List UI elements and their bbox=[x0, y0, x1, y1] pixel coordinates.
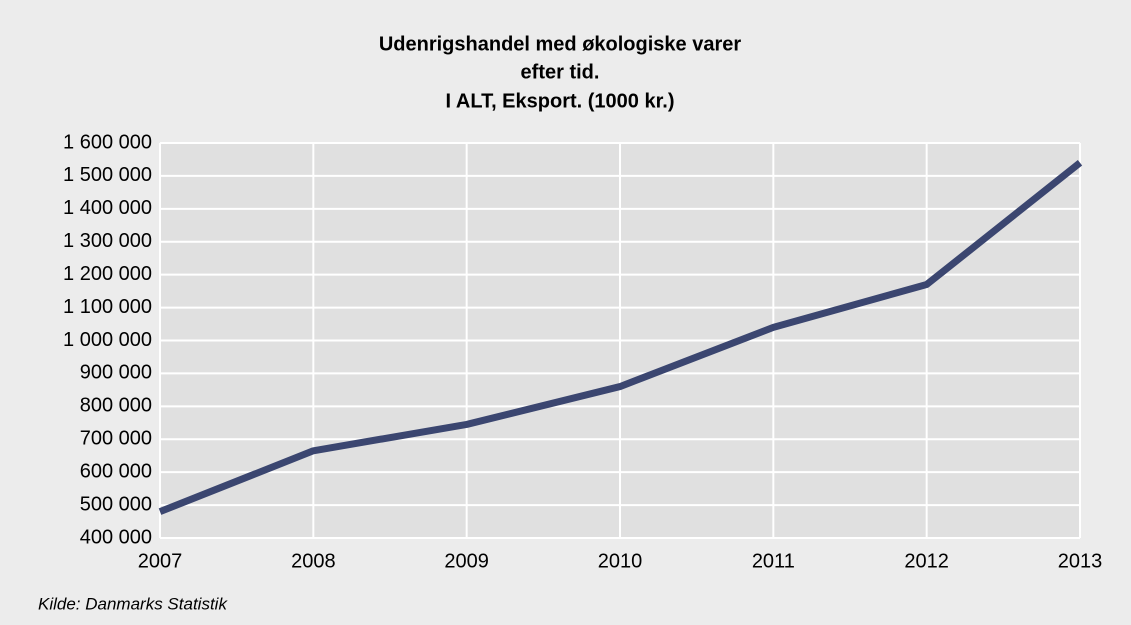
y-tick-label: 600 000 bbox=[80, 460, 152, 482]
chart-title: efter tid. bbox=[521, 61, 600, 83]
y-tick-label: 900 000 bbox=[80, 362, 152, 384]
y-tick-label: 1 500 000 bbox=[63, 164, 152, 186]
chart-title: Udenrigshandel med økologiske varer bbox=[379, 33, 742, 55]
x-tick-label: 2007 bbox=[138, 550, 183, 572]
data-line bbox=[158, 160, 1083, 515]
y-tick-label: 400 000 bbox=[80, 526, 152, 548]
y-tick-label: 500 000 bbox=[80, 493, 152, 515]
y-tick-label: 1 000 000 bbox=[63, 329, 152, 351]
x-tick-label: 2010 bbox=[598, 550, 643, 572]
chart-title: I ALT, Eksport. (1000 kr.) bbox=[446, 90, 675, 112]
y-tick-label: 800 000 bbox=[80, 395, 152, 417]
source: Kilde: Danmarks Statistik bbox=[38, 594, 228, 613]
y-tick-label: 1 100 000 bbox=[63, 296, 152, 318]
x-tick-label: 2012 bbox=[904, 550, 949, 572]
y-tick-label: 700 000 bbox=[80, 428, 152, 450]
x-tick-label: 2009 bbox=[444, 550, 489, 572]
y-tick-label: 1 300 000 bbox=[63, 230, 152, 252]
y-tick-label: 1 200 000 bbox=[63, 263, 152, 285]
y-tick-label: 1 400 000 bbox=[63, 197, 152, 219]
x-tick-label: 2011 bbox=[752, 550, 795, 572]
x-tick-label: 2008 bbox=[291, 550, 336, 572]
y-tick-label: 1 600 000 bbox=[63, 131, 152, 153]
x-tick-label: 2013 bbox=[1058, 550, 1103, 572]
